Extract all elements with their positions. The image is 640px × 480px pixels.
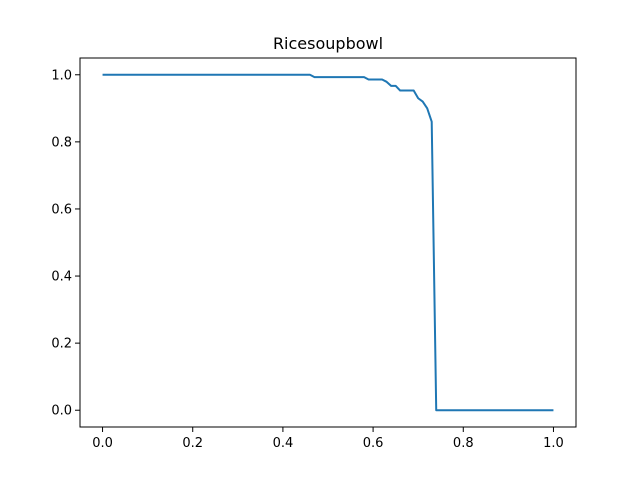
x-tick-label: 0.4	[273, 436, 294, 451]
plot-area	[102, 73, 554, 412]
x-tick-label: 1.0	[543, 436, 564, 451]
y-tick-label: 0.2	[51, 337, 72, 352]
x-axis: 0.0 0.2 0.4 0.6 0.8 1.0	[92, 427, 564, 451]
series-line-0	[102, 73, 554, 412]
chart-title: Ricesoupbowl	[273, 34, 383, 53]
y-tick-label: 0.8	[51, 135, 72, 150]
y-axis: 0.0 0.2 0.4 0.6 0.8 1.0	[51, 68, 80, 419]
x-tick-label: 0.6	[363, 436, 384, 451]
y-tick-label: 0.0	[51, 404, 72, 419]
axes-frame	[79, 57, 577, 428]
y-tick-label: 1.0	[51, 68, 72, 83]
y-tick-label: 0.4	[51, 270, 72, 285]
x-tick-label: 0.0	[92, 436, 113, 451]
x-tick-label: 0.2	[182, 436, 203, 451]
x-tick-label: 0.8	[453, 436, 474, 451]
y-tick-label: 0.6	[51, 202, 72, 217]
